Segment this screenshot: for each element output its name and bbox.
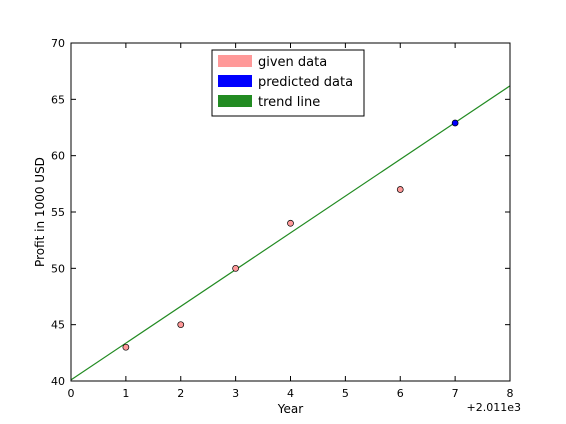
legend-label: predicted data <box>258 75 353 90</box>
x-tick-label: 1 <box>122 387 129 400</box>
legend-label: given data <box>258 55 327 70</box>
x-tick-label: 2 <box>177 387 184 400</box>
legend-swatch <box>218 75 252 87</box>
legend-swatch <box>218 55 252 67</box>
legend-label: trend line <box>258 95 320 110</box>
x-tick-label: 8 <box>507 387 514 400</box>
predicted-data-point <box>451 119 459 127</box>
y-tick-label: 65 <box>51 93 65 106</box>
trend-line <box>70 85 511 381</box>
given-data-point <box>232 264 239 272</box>
y-tick-label: 40 <box>51 375 65 388</box>
x-tick-label: 6 <box>397 387 404 400</box>
x-tick-label: 4 <box>287 387 294 400</box>
given-data-point <box>177 321 185 329</box>
y-axis-label: Profit in 1000 USD <box>33 157 47 267</box>
y-tick-label: 45 <box>51 319 65 332</box>
x-tick-label: 7 <box>452 387 459 400</box>
x-tick-label: 5 <box>342 387 349 400</box>
legend-swatch <box>218 95 252 107</box>
legend: given data predicted data trend line <box>211 49 365 117</box>
x-axis-ticks: 0 1 2 3 4 5 6 7 8 <box>68 43 514 400</box>
x-axis-label: Year <box>277 402 303 416</box>
y-tick-label: 70 <box>51 37 65 50</box>
given-data-point <box>396 186 404 193</box>
y-tick-label: 55 <box>51 206 65 219</box>
x-axis-offset-label: +2.011e3 <box>467 401 521 414</box>
x-tick-label: 0 <box>68 387 75 400</box>
y-tick-label: 50 <box>51 262 65 275</box>
x-tick-label: 3 <box>232 387 239 400</box>
y-tick-label: 60 <box>51 150 65 163</box>
axes-frame <box>70 42 511 382</box>
given-data-point <box>122 343 130 351</box>
plot-area <box>70 85 511 381</box>
given-data-point <box>287 219 294 227</box>
